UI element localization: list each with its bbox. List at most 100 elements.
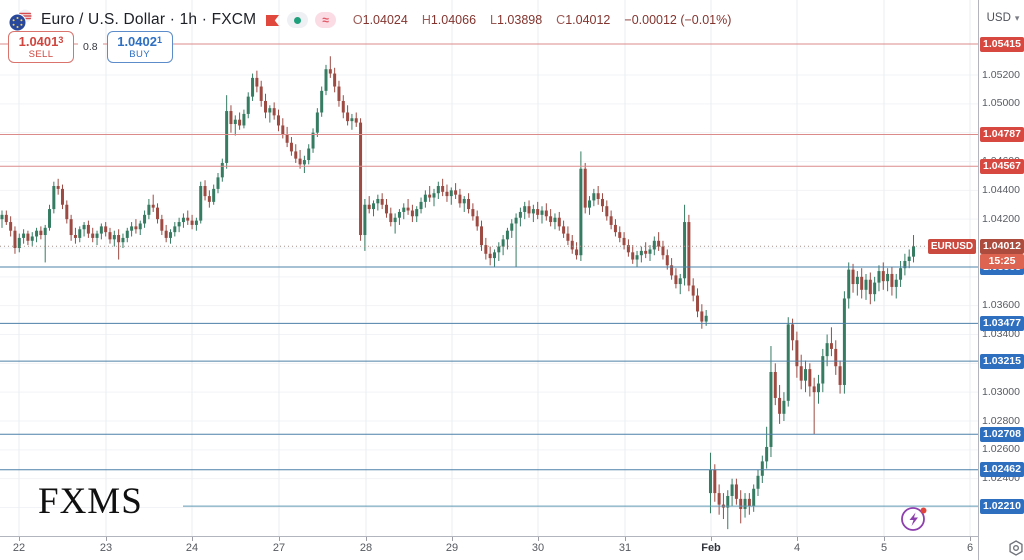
time-axis-tick xyxy=(452,537,453,541)
candle xyxy=(644,242,648,259)
candle xyxy=(168,229,172,244)
sell-button[interactable]: 1.04013 SELL xyxy=(8,31,74,63)
candle xyxy=(112,230,116,247)
time-axis-tick xyxy=(797,537,798,541)
price-axis-label: 1.03400 xyxy=(982,328,1020,340)
bar-countdown-badge: 15:25 xyxy=(980,253,1024,269)
candle xyxy=(246,92,250,119)
candle xyxy=(492,249,496,267)
candle xyxy=(294,144,298,163)
candle xyxy=(432,188,436,207)
time-axis[interactable]: 22 23 24 27 28 29 30 31 Feb 4 5 6 xyxy=(0,536,1024,560)
time-axis-tick xyxy=(279,537,280,541)
candle xyxy=(670,258,674,280)
time-axis-label: 29 xyxy=(445,542,459,554)
price-axis-label: 1.04400 xyxy=(982,183,1020,196)
candle xyxy=(847,262,851,309)
candle xyxy=(903,253,907,276)
candle xyxy=(82,222,86,237)
pair-title[interactable]: Euro / U.S. Dollar · 1h · FXCM xyxy=(41,11,257,28)
time-axis-tick xyxy=(884,537,885,541)
candle xyxy=(346,105,350,126)
symbol-legend: Euro / U.S. Dollar · 1h · FXCM ≈ O1.0402… xyxy=(8,8,738,32)
candlestick-chart[interactable] xyxy=(0,0,978,536)
candle xyxy=(350,113,354,130)
candle xyxy=(384,198,388,218)
axis-settings-gear-icon[interactable] xyxy=(1006,539,1024,557)
order-widget: 1.04013 SELL 0.8 1.04021 BUY xyxy=(8,31,173,63)
candle xyxy=(471,203,475,221)
price-axis[interactable]: USD▾ 1.04012 15:25 1.052001.050001.04600… xyxy=(978,0,1024,560)
candle xyxy=(752,484,756,512)
candle xyxy=(821,348,825,393)
time-axis-tick xyxy=(538,537,539,541)
candle xyxy=(212,184,216,205)
candle xyxy=(505,227,509,250)
close-value: 1.04012 xyxy=(565,13,611,27)
time-axis-label: 28 xyxy=(359,542,373,554)
time-axis-label: 27 xyxy=(272,542,286,554)
candle xyxy=(207,190,211,208)
candle xyxy=(130,222,134,237)
candle xyxy=(816,374,820,404)
candle xyxy=(307,144,311,165)
candle xyxy=(842,291,846,394)
candle xyxy=(177,217,181,233)
flash-trade-icon[interactable] xyxy=(899,503,929,533)
current-price-symbol-tag: EURUSD xyxy=(928,238,976,254)
candles-layer xyxy=(0,56,916,530)
currency-dropdown[interactable]: USD ▾ xyxy=(986,12,1020,24)
candle xyxy=(147,198,151,220)
candle xyxy=(726,490,730,530)
time-axis-tick xyxy=(19,537,20,541)
candle xyxy=(562,220,566,238)
candle xyxy=(410,204,414,223)
candle xyxy=(333,67,337,93)
candle xyxy=(523,201,527,220)
candle xyxy=(894,273,898,299)
approx-price-pill[interactable]: ≈ xyxy=(315,12,336,28)
candle xyxy=(39,226,43,240)
candle xyxy=(804,360,808,393)
candle xyxy=(281,118,285,139)
candle xyxy=(553,213,557,230)
candle xyxy=(540,206,544,224)
price-axis-label: 1.02800 xyxy=(982,414,1020,427)
low-value: 1.03898 xyxy=(496,13,543,27)
candle xyxy=(557,211,561,231)
change-value: −0.00012 (−0.01%) xyxy=(624,13,732,27)
market-status-pill[interactable] xyxy=(287,12,309,28)
candle xyxy=(402,203,406,220)
candle xyxy=(583,162,587,214)
candle xyxy=(864,273,868,300)
candle xyxy=(600,193,604,212)
candle xyxy=(389,207,393,227)
buy-button[interactable]: 1.04021 BUY xyxy=(106,31,173,63)
price-axis-label: 1.05200 xyxy=(982,68,1020,81)
candle xyxy=(268,105,272,123)
candle xyxy=(458,188,462,208)
candle xyxy=(566,226,570,246)
candle xyxy=(665,249,669,270)
candle xyxy=(765,426,769,469)
candle xyxy=(324,64,328,96)
candle xyxy=(436,181,440,199)
candle xyxy=(549,209,553,227)
watchlist-flag-icon[interactable] xyxy=(265,14,280,27)
candle xyxy=(652,236,656,256)
candle xyxy=(544,203,548,221)
candle xyxy=(484,237,488,260)
candle xyxy=(354,112,358,127)
candle xyxy=(717,484,721,515)
candle xyxy=(156,203,160,224)
candle xyxy=(838,360,842,394)
price-axis-label: 1.03600 xyxy=(982,299,1020,312)
candle xyxy=(639,246,643,263)
candle xyxy=(441,178,445,197)
candle xyxy=(65,200,69,224)
candle xyxy=(259,80,263,107)
candle xyxy=(786,317,790,407)
candle xyxy=(30,232,34,247)
candle xyxy=(151,194,155,212)
candle xyxy=(812,377,816,434)
